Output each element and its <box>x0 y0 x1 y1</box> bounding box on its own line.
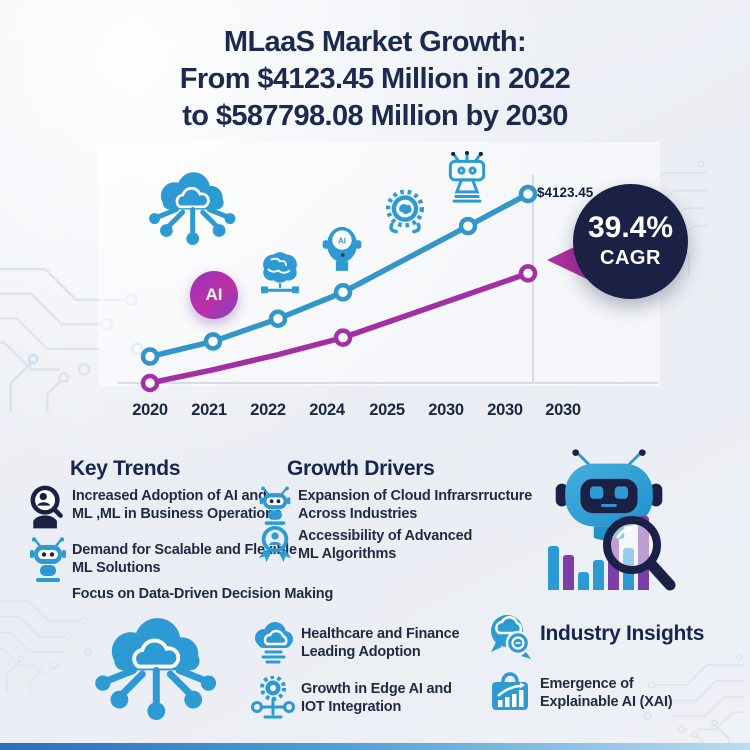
cloud-computing-icon <box>255 622 293 664</box>
x-tick-2020: 2020 <box>132 401 168 419</box>
ai-badge: AI <box>190 271 238 319</box>
award-person-icon <box>258 526 292 563</box>
endpoint-value-annotation: $4123.45 <box>537 185 594 200</box>
key-trend-item-3: Focus on Data-Driven Decision Making <box>72 586 334 602</box>
bottom-accent-strip <box>0 743 750 750</box>
cagr-label: CAGR <box>600 247 661 269</box>
ai-head-icon: AI <box>322 226 362 271</box>
robot-icon <box>448 150 486 203</box>
magnifier-icon <box>603 516 676 591</box>
cagr-badge: 39.4% CAGR <box>573 184 688 299</box>
chart-series <box>140 184 538 393</box>
brain-gear-icon <box>385 189 425 234</box>
industry-insight-item-1: Emergence of Explainable AI (XAI) <box>540 676 673 710</box>
x-tick-2030a: 2030 <box>428 401 464 419</box>
growth-drivers-heading: Growth Drivers <box>287 457 435 480</box>
bar <box>593 560 604 590</box>
ai-badge-label: AI <box>205 285 223 304</box>
x-tick-2022: 2022 <box>250 401 286 419</box>
cagr-value: 39.4% <box>587 211 674 244</box>
page-title: MLaaS Market Growth: From $4123.45 Milli… <box>0 24 750 135</box>
xai-chart-icon <box>492 672 528 710</box>
bar <box>548 546 559 590</box>
bar <box>578 572 589 590</box>
market-growth-line-chart <box>118 175 658 393</box>
robot-icon <box>259 486 291 525</box>
magnifier-person-icon <box>30 485 63 529</box>
title-line-2: From $4123.45 Million in 2022 <box>179 63 571 96</box>
key-trend-item-1: Increased Adoption of AI and ML ,ML in B… <box>72 488 282 522</box>
adoption-item-1: Healthcare and Finance Leading Adoption <box>301 626 460 660</box>
key-trends-heading: Key Trends <box>70 457 181 480</box>
brain-icon <box>261 252 299 294</box>
title-line-1: MLaaS Market Growth: <box>223 26 527 58</box>
robot-icon <box>30 537 66 582</box>
key-trend-item-2: Demand for Scalable and Flexible ML Solu… <box>72 542 297 576</box>
title-line-3: to $587798.08 Million by 2030 <box>182 100 568 133</box>
x-tick-2025: 2025 <box>369 401 405 419</box>
x-tick-2021: 2021 <box>191 401 227 419</box>
growth-driver-item-2: Accessibility of Advanced ML Algorithms <box>298 528 473 562</box>
robot-head-icon <box>555 449 663 541</box>
insights-chat-icon <box>491 615 531 659</box>
adoption-item-2: Growth in Edge AI and IOT Integration <box>301 681 452 715</box>
cloud-network-icon <box>149 172 236 245</box>
bar <box>563 555 574 590</box>
industry-insights-heading: Industry Insights <box>540 622 705 645</box>
x-tick-2030b: 2030 <box>487 401 523 419</box>
x-tick-2024: 2024 <box>309 401 345 419</box>
edge-gear-icon <box>251 676 295 719</box>
growth-driver-item-1: Expansion of Cloud Infrarsrructure Acros… <box>298 488 533 522</box>
cloud-network-icon <box>95 618 217 720</box>
ai-head-label: AI <box>338 237 346 246</box>
x-tick-2030c: 2030 <box>545 401 581 419</box>
